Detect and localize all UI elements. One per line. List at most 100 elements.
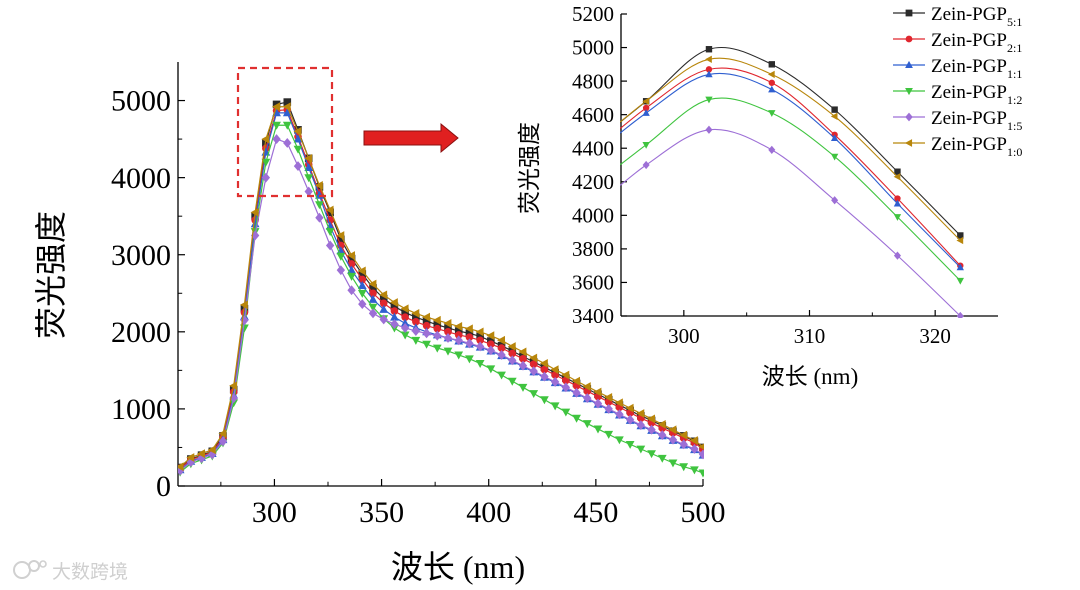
legend-marker xyxy=(904,139,913,147)
main-data-point xyxy=(283,138,292,148)
main-data-point xyxy=(690,444,699,454)
inset-zoom-chart: 3400 3600 3800 4000 4200 4400 4600 4800 5000 5200… xyxy=(517,2,1022,389)
main-data-point xyxy=(561,408,571,417)
main-data-point xyxy=(390,307,399,315)
inset-data-point xyxy=(830,153,839,161)
main-data-point xyxy=(486,365,496,374)
inset-data-point xyxy=(642,160,650,170)
main-data-point xyxy=(218,429,227,438)
main-data-point xyxy=(454,335,463,346)
legend-subscript: 1:1 xyxy=(1007,67,1022,81)
main-data-point xyxy=(379,294,388,303)
main-data-point xyxy=(444,324,452,332)
main-data-point xyxy=(497,371,506,380)
main-data-point xyxy=(240,324,249,333)
main-y-tick-label: 5000 xyxy=(111,85,171,118)
main-x-tick-label: 450 xyxy=(573,496,618,529)
main-data-point xyxy=(454,327,463,335)
inset-y-tick-label: 5000 xyxy=(572,36,614,60)
main-data-point xyxy=(679,439,688,450)
main-series-0 xyxy=(178,98,704,472)
main-data-point xyxy=(197,449,205,458)
inset-series-1 xyxy=(620,66,964,269)
main-x-tick-label: 500 xyxy=(681,496,726,529)
main-data-point xyxy=(550,376,560,387)
legend-label: Zein-PGP2:1 xyxy=(931,30,1022,55)
main-data-point xyxy=(357,281,367,289)
main-data-point xyxy=(272,134,281,145)
main-data-point xyxy=(636,445,646,454)
main-data-point xyxy=(443,347,453,356)
main-data-point xyxy=(508,349,517,358)
main-data-point xyxy=(625,403,634,413)
main-data-point xyxy=(690,466,699,475)
legend-entry: Zein-PGP1:2 xyxy=(893,82,1022,107)
legend-marker xyxy=(905,112,913,122)
zoom-arrow-icon xyxy=(363,122,459,154)
main-data-point xyxy=(315,212,324,223)
main-data-point xyxy=(625,414,635,425)
inset-data-point xyxy=(767,70,775,79)
main-data-point xyxy=(325,228,335,237)
main-data-point xyxy=(336,231,345,240)
main-data-point xyxy=(379,299,388,308)
main-data-point xyxy=(615,409,624,420)
inset-series-group xyxy=(620,46,964,318)
legend-subscript: 1:2 xyxy=(1007,93,1022,107)
main-data-point xyxy=(582,382,591,391)
inset-data-point xyxy=(956,277,964,285)
inset-data-point xyxy=(642,109,650,116)
main-data-point xyxy=(465,355,474,364)
main-data-point xyxy=(240,315,249,326)
main-y-tick-label: 2000 xyxy=(111,316,171,349)
main-data-point xyxy=(476,336,484,345)
main-data-point xyxy=(304,163,314,172)
main-data-point xyxy=(400,304,409,314)
inset-tick-labels: 3400 3600 3800 4000 4200 4400 4600 4800 5000 5200… xyxy=(572,2,951,348)
main-data-point xyxy=(400,318,410,327)
legend-subscript: 1:5 xyxy=(1007,119,1022,133)
inset-y-tick-label: 4200 xyxy=(572,170,614,194)
main-data-point xyxy=(379,290,388,300)
main-data-point xyxy=(357,266,366,276)
main-series-line xyxy=(179,124,704,474)
main-series-5 xyxy=(178,102,704,472)
main-data-point xyxy=(519,355,527,363)
main-data-point xyxy=(229,381,238,391)
inset-series-line xyxy=(620,97,961,282)
inset-x-tick-label: 320 xyxy=(919,324,951,348)
main-x-tick-label: 300 xyxy=(252,496,297,529)
main-data-point xyxy=(679,430,688,440)
main-data-point xyxy=(401,308,409,317)
main-data-point xyxy=(412,313,420,321)
inset-data-point xyxy=(893,173,901,181)
main-data-point xyxy=(625,440,635,449)
main-data-point xyxy=(207,445,216,455)
main-y-tick-label: 3000 xyxy=(111,239,171,272)
main-data-point xyxy=(572,414,581,423)
inset-legend: Zein-PGP5:1Zein-PGP2:1Zein-PGP1:1Zein-PG… xyxy=(893,4,1022,159)
main-data-point xyxy=(698,469,704,478)
legend-label: Zein-PGP5:1 xyxy=(931,4,1022,29)
main-data-point xyxy=(465,329,474,338)
main-data-point xyxy=(572,376,580,386)
legend-marker xyxy=(905,60,913,69)
main-data-point xyxy=(636,420,646,431)
inset-x-tick-label: 310 xyxy=(794,324,826,348)
inset-data-point xyxy=(768,61,775,68)
inset-y-axis-label: 荧光强度 xyxy=(517,122,542,214)
main-series-1 xyxy=(178,105,704,473)
main-data-point xyxy=(540,365,549,374)
main-data-point xyxy=(369,284,377,292)
main-data-point xyxy=(390,302,399,311)
main-data-point xyxy=(583,393,592,404)
main-data-point xyxy=(561,382,571,393)
main-data-point xyxy=(293,145,303,154)
main-data-point xyxy=(422,340,431,349)
main-series-line xyxy=(179,101,704,468)
main-data-point xyxy=(433,330,442,341)
inset-series-5 xyxy=(620,55,964,245)
main-data-point xyxy=(358,299,367,310)
main-data-point xyxy=(550,402,560,411)
inset-series-4 xyxy=(620,125,964,318)
